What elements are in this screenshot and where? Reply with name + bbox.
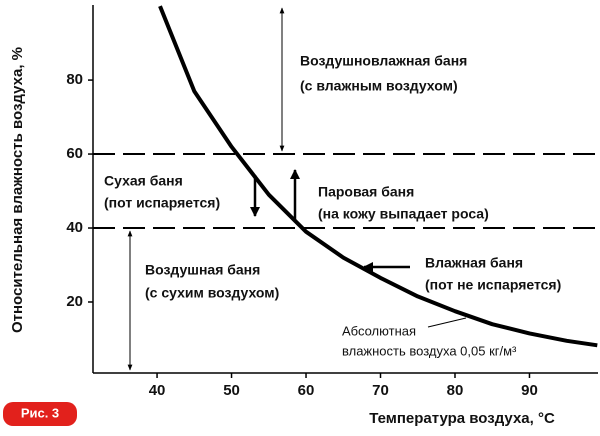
y-tick-label: 60 — [66, 145, 83, 162]
annotation: (на кожу выпадает роса) — [318, 206, 489, 222]
x-tick-label: 80 — [447, 382, 464, 399]
x-axis-label: Температура воздуха, °C — [369, 410, 555, 427]
figure-label: Рис. 3 — [21, 405, 59, 420]
annotation: (с сухим воздухом) — [145, 285, 279, 301]
annotation: Сухая баня — [104, 173, 183, 189]
x-tick-label: 60 — [298, 382, 315, 399]
leader-line — [427, 317, 467, 328]
annotation: влажность воздуха 0,05 кг/м³ — [342, 343, 517, 358]
curve — [158, 5, 598, 348]
figure-badge — [3, 402, 77, 426]
x-tick-label: 90 — [521, 382, 538, 399]
annotation: (пот испаряется) — [104, 195, 220, 211]
y-tick-label: 80 — [66, 71, 83, 88]
x-tick-label: 50 — [223, 382, 240, 399]
annotation: Воздушная баня — [145, 262, 260, 278]
y-tick-label: 20 — [66, 293, 83, 310]
y-axis-label: Относительная влажность воздуха, % — [9, 47, 26, 333]
x-tick-label: 40 — [149, 382, 166, 399]
annotation: (пот не испаряется) — [425, 277, 561, 293]
annotation: Паровая баня — [318, 184, 414, 200]
y-tick-label: 40 — [66, 219, 83, 236]
annotation: Абсолютная — [342, 323, 416, 338]
annotation: (с влажным воздухом) — [300, 78, 458, 94]
annotation: Воздушновлажная баня — [300, 53, 467, 69]
annotation: Влажная баня — [425, 255, 523, 271]
x-tick-label: 70 — [372, 382, 389, 399]
